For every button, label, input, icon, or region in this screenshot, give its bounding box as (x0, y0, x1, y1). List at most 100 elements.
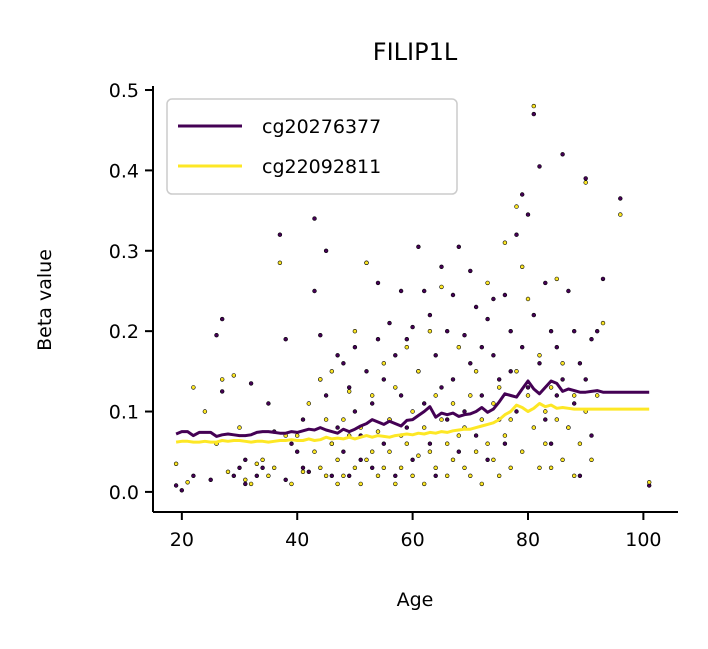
data-point-cg20276377 (248, 381, 254, 386)
data-point-cg20276377 (266, 401, 271, 406)
data-point-cg22092811 (514, 369, 519, 374)
data-point-cg20276377 (370, 401, 375, 406)
data-point-cg22092811 (473, 369, 479, 374)
data-point-cg22092811 (185, 480, 190, 485)
data-point-cg20276377 (450, 377, 456, 382)
data-point-cg20276377 (462, 333, 467, 338)
data-point-cg20276377 (404, 425, 409, 430)
data-point-cg22092811 (323, 473, 329, 478)
data-point-cg22092811 (335, 481, 340, 487)
data-point-cg20276377 (300, 417, 306, 422)
data-point-cg22092811 (525, 296, 531, 302)
data-point-cg20276377 (416, 244, 421, 250)
data-point-cg22092811 (323, 417, 329, 422)
data-point-cg22092811 (318, 377, 323, 382)
data-point-cg20276377 (375, 337, 381, 342)
data-point-cg22092811 (341, 417, 346, 422)
data-point-cg22092811 (243, 477, 248, 482)
data-point-cg20276377 (220, 316, 225, 322)
data-point-cg20276377 (398, 288, 404, 294)
data-point-cg22092811 (410, 473, 415, 478)
data-point-cg20276377 (352, 345, 358, 350)
data-point-cg20276377 (375, 280, 381, 286)
data-point-cg22092811 (462, 465, 467, 470)
data-point-cg20276377 (323, 248, 329, 254)
data-point-cg20276377 (473, 433, 479, 438)
data-point-cg20276377 (364, 369, 369, 374)
data-point-cg22092811 (537, 465, 542, 470)
data-point-cg22092811 (248, 481, 254, 487)
data-point-cg22092811 (519, 264, 525, 269)
data-point-cg22092811 (381, 465, 386, 470)
data-point-cg20276377 (560, 377, 565, 382)
data-point-cg22092811 (312, 449, 317, 454)
data-point-cg22092811 (191, 385, 196, 390)
data-point-cg22092811 (231, 373, 237, 378)
data-point-cg22092811 (306, 401, 311, 406)
data-point-cg22092811 (485, 441, 490, 446)
data-point-cg20276377 (358, 457, 363, 462)
data-point-cg20276377 (479, 393, 484, 398)
data-point-cg22092811 (427, 329, 433, 334)
data-point-cg22092811 (272, 465, 277, 470)
data-point-cg22092811 (404, 345, 409, 350)
data-point-cg22092811 (560, 457, 565, 462)
data-point-cg22092811 (456, 433, 461, 438)
data-point-cg22092811 (543, 409, 548, 414)
data-point-cg20276377 (312, 216, 317, 221)
data-point-cg20276377 (335, 425, 340, 430)
data-point-cg20276377 (491, 296, 496, 302)
data-point-cg22092811 (439, 417, 444, 422)
data-point-cg22092811 (497, 385, 502, 390)
chart-title: FILIP1L (373, 38, 458, 66)
data-point-cg20276377 (479, 345, 484, 350)
data-point-cg20276377 (243, 457, 248, 462)
data-point-cg20276377 (191, 473, 196, 478)
y-axis: 0.0 0.1 0.2 0.3 0.4 0.5 (109, 80, 154, 512)
data-point-cg20276377 (531, 312, 536, 318)
y-tick-label: 0.1 (109, 402, 139, 424)
x-axis-label: Age (397, 589, 434, 611)
data-point-cg22092811 (289, 481, 294, 487)
data-point-cg20276377 (537, 361, 542, 366)
data-point-cg22092811 (370, 393, 375, 398)
data-point-cg22092811 (202, 409, 208, 414)
data-point-cg20276377 (445, 329, 450, 334)
data-point-cg20276377 (347, 473, 352, 478)
data-point-cg22092811 (266, 473, 271, 478)
data-point-cg22092811 (485, 280, 490, 286)
data-point-cg22092811 (237, 425, 242, 430)
data-point-cg20276377 (508, 329, 513, 334)
data-point-cg22092811 (422, 425, 427, 430)
y-axis-label: Beta value (34, 249, 56, 351)
data-point-cg22092811 (548, 385, 554, 390)
data-point-cg22092811 (335, 457, 340, 462)
data-point-cg22092811 (393, 481, 398, 487)
data-point-cg22092811 (381, 361, 386, 366)
data-point-cg20276377 (231, 473, 237, 478)
data-point-cg20276377 (439, 385, 444, 390)
data-point-cg20276377 (583, 377, 588, 382)
data-point-cg20276377 (370, 465, 375, 470)
data-point-cg22092811 (589, 457, 594, 462)
data-point-cg20276377 (519, 192, 525, 197)
data-point-cg22092811 (329, 441, 334, 446)
data-point-cg20276377 (300, 465, 306, 470)
data-point-cg20276377 (502, 441, 508, 446)
data-point-cg22092811 (450, 457, 456, 462)
data-point-cg20276377 (497, 377, 502, 382)
data-point-cg22092811 (554, 417, 559, 422)
data-point-cg20276377 (427, 441, 433, 446)
data-point-cg20276377 (525, 385, 531, 390)
data-point-cg20276377 (347, 385, 352, 390)
data-point-cg22092811 (646, 480, 652, 485)
data-point-cg22092811 (387, 449, 392, 454)
data-point-cg20276377 (514, 232, 519, 237)
y-tick-label: 0.5 (109, 80, 139, 102)
x-tick-label: 80 (516, 529, 540, 551)
data-point-cg22092811 (416, 369, 421, 374)
data-point-cg20276377 (445, 417, 450, 422)
data-point-cg22092811 (531, 425, 536, 430)
data-point-cg20276377 (295, 449, 300, 454)
